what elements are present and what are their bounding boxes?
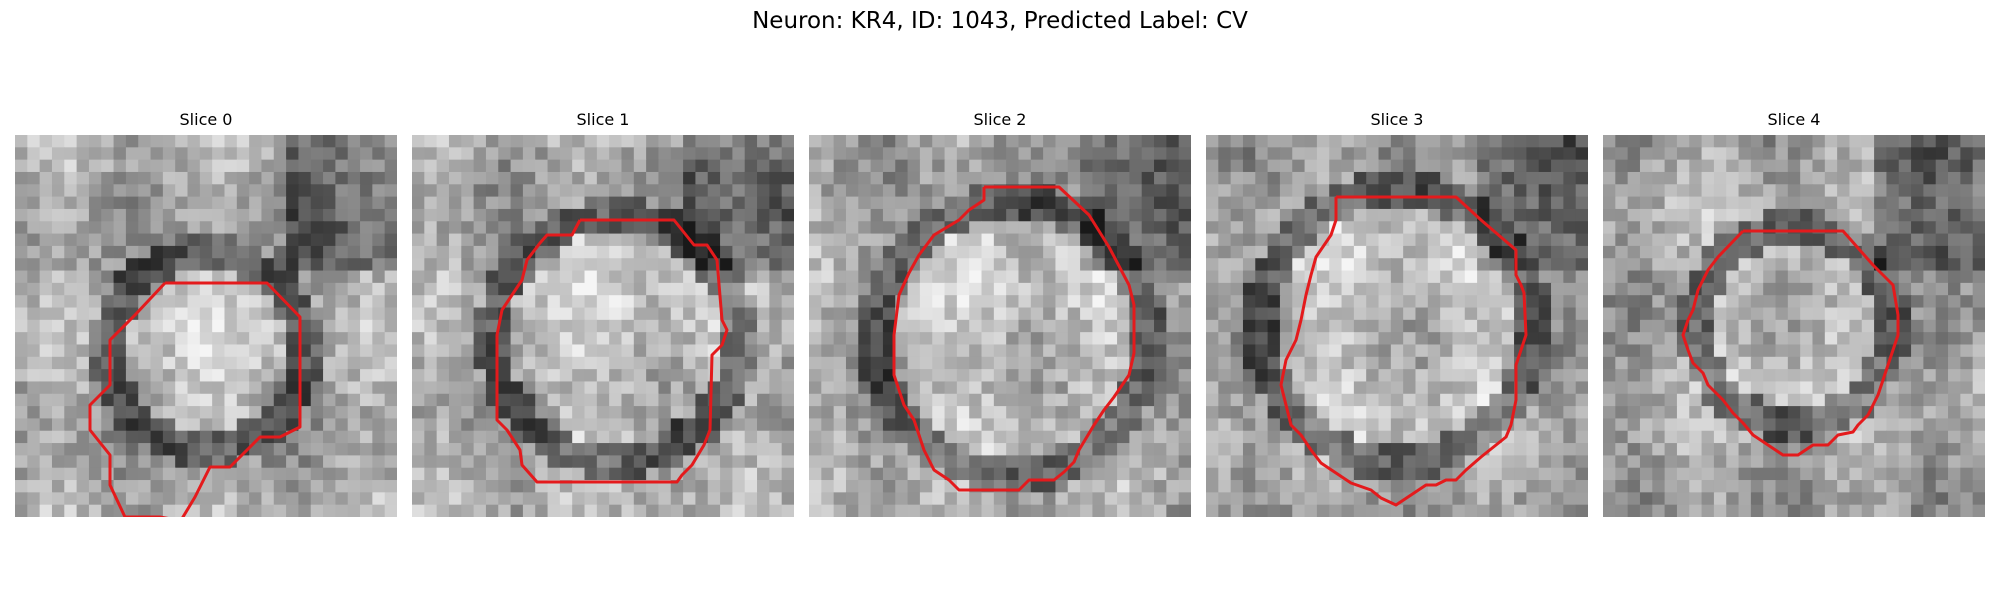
slice-image-4 [1603,135,1985,517]
slice-image-1 [412,135,794,517]
slice-pixels-2 [809,135,1191,517]
cell-contour-0 [88,281,302,517]
slice-image-3 [1206,135,1588,517]
slice-title-1: Slice 1 [576,110,630,129]
cell-contour-3 [1279,195,1528,507]
slice-pixels-3 [1206,135,1588,517]
cell-contour-4 [1681,229,1900,457]
slice-pixels-1 [412,135,794,517]
slice-title-2: Slice 2 [973,110,1027,129]
slice-pixels-4 [1603,135,1985,517]
slice-title-4: Slice 4 [1767,110,1821,129]
figure-title: Neuron: KR4, ID: 1043, Predicted Label: … [752,8,1248,34]
slice-image-2 [809,135,1191,517]
slice-title-3: Slice 3 [1370,110,1424,129]
cell-contour-2 [892,185,1136,492]
slice-title-0: Slice 0 [179,110,233,129]
cell-contour-1 [495,218,729,484]
slice-image-0 [15,135,397,517]
slice-pixels-0 [15,135,397,517]
